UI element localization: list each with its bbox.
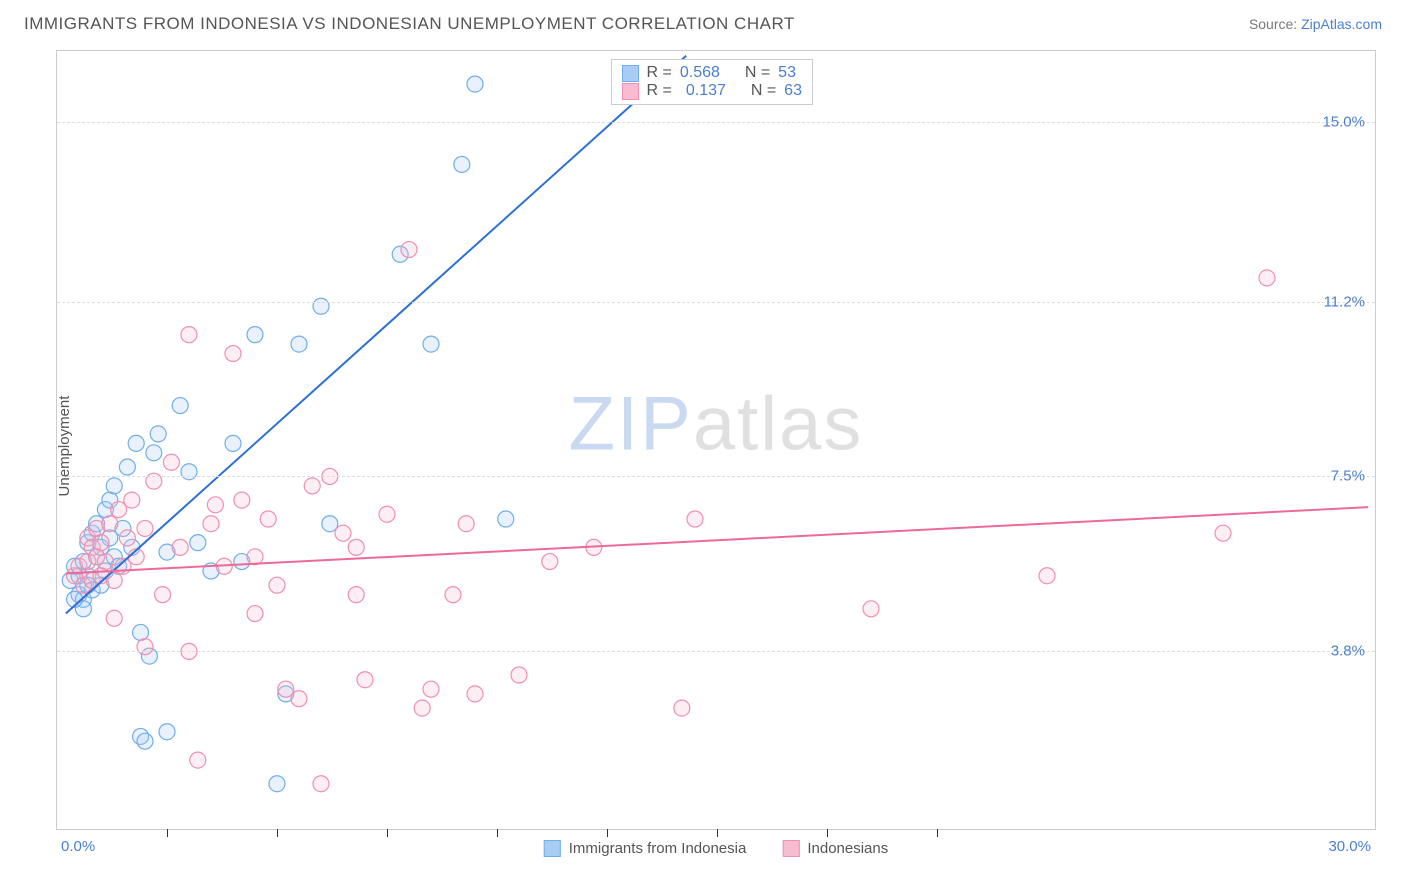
y-tick-label: 3.8% [1331,643,1365,660]
legend-row-series1: R = 0.568 N = 53 [622,64,802,82]
legend-item-series2: Indonesians [782,840,888,857]
x-axis-end: 30.0% [1328,838,1371,855]
scatter-svg [57,51,1377,831]
source-attribution: Source: ZipAtlas.com [1249,16,1382,32]
legend-label-2: Indonesians [807,840,888,857]
r-label: R = [647,64,672,82]
y-tick-label: 11.2% [1324,293,1365,310]
r-value-2: 0.137 [680,82,726,100]
legend-item-series1: Immigrants from Indonesia [544,840,747,857]
r-value-1: 0.568 [680,64,720,82]
n-label: N = [745,64,770,82]
swatch-series2 [622,83,639,100]
chart-plot-area: ZIPatlas R = 0.568 N = 53 R = 0.137 N = … [56,50,1376,830]
legend-row-series2: R = 0.137 N = 63 [622,82,802,100]
n-label: N = [751,82,776,100]
chart-title: IMMIGRANTS FROM INDONESIA VS INDONESIAN … [24,14,795,34]
x-axis-start: 0.0% [61,838,95,855]
y-tick-label: 15.0% [1322,113,1365,130]
n-value-1: 53 [778,64,796,82]
y-tick-label: 7.5% [1331,468,1365,485]
correlation-legend: R = 0.568 N = 53 R = 0.137 N = 63 [611,59,813,105]
legend-label-1: Immigrants from Indonesia [569,840,747,857]
swatch-series1 [622,65,639,82]
source-prefix: Source: [1249,16,1301,32]
swatch-series1 [544,840,561,857]
source-link[interactable]: ZipAtlas.com [1301,16,1382,32]
n-value-2: 63 [784,82,802,100]
swatch-series2 [782,840,799,857]
series-legend: Immigrants from Indonesia Indonesians [544,840,888,857]
r-label: R = [647,82,672,100]
